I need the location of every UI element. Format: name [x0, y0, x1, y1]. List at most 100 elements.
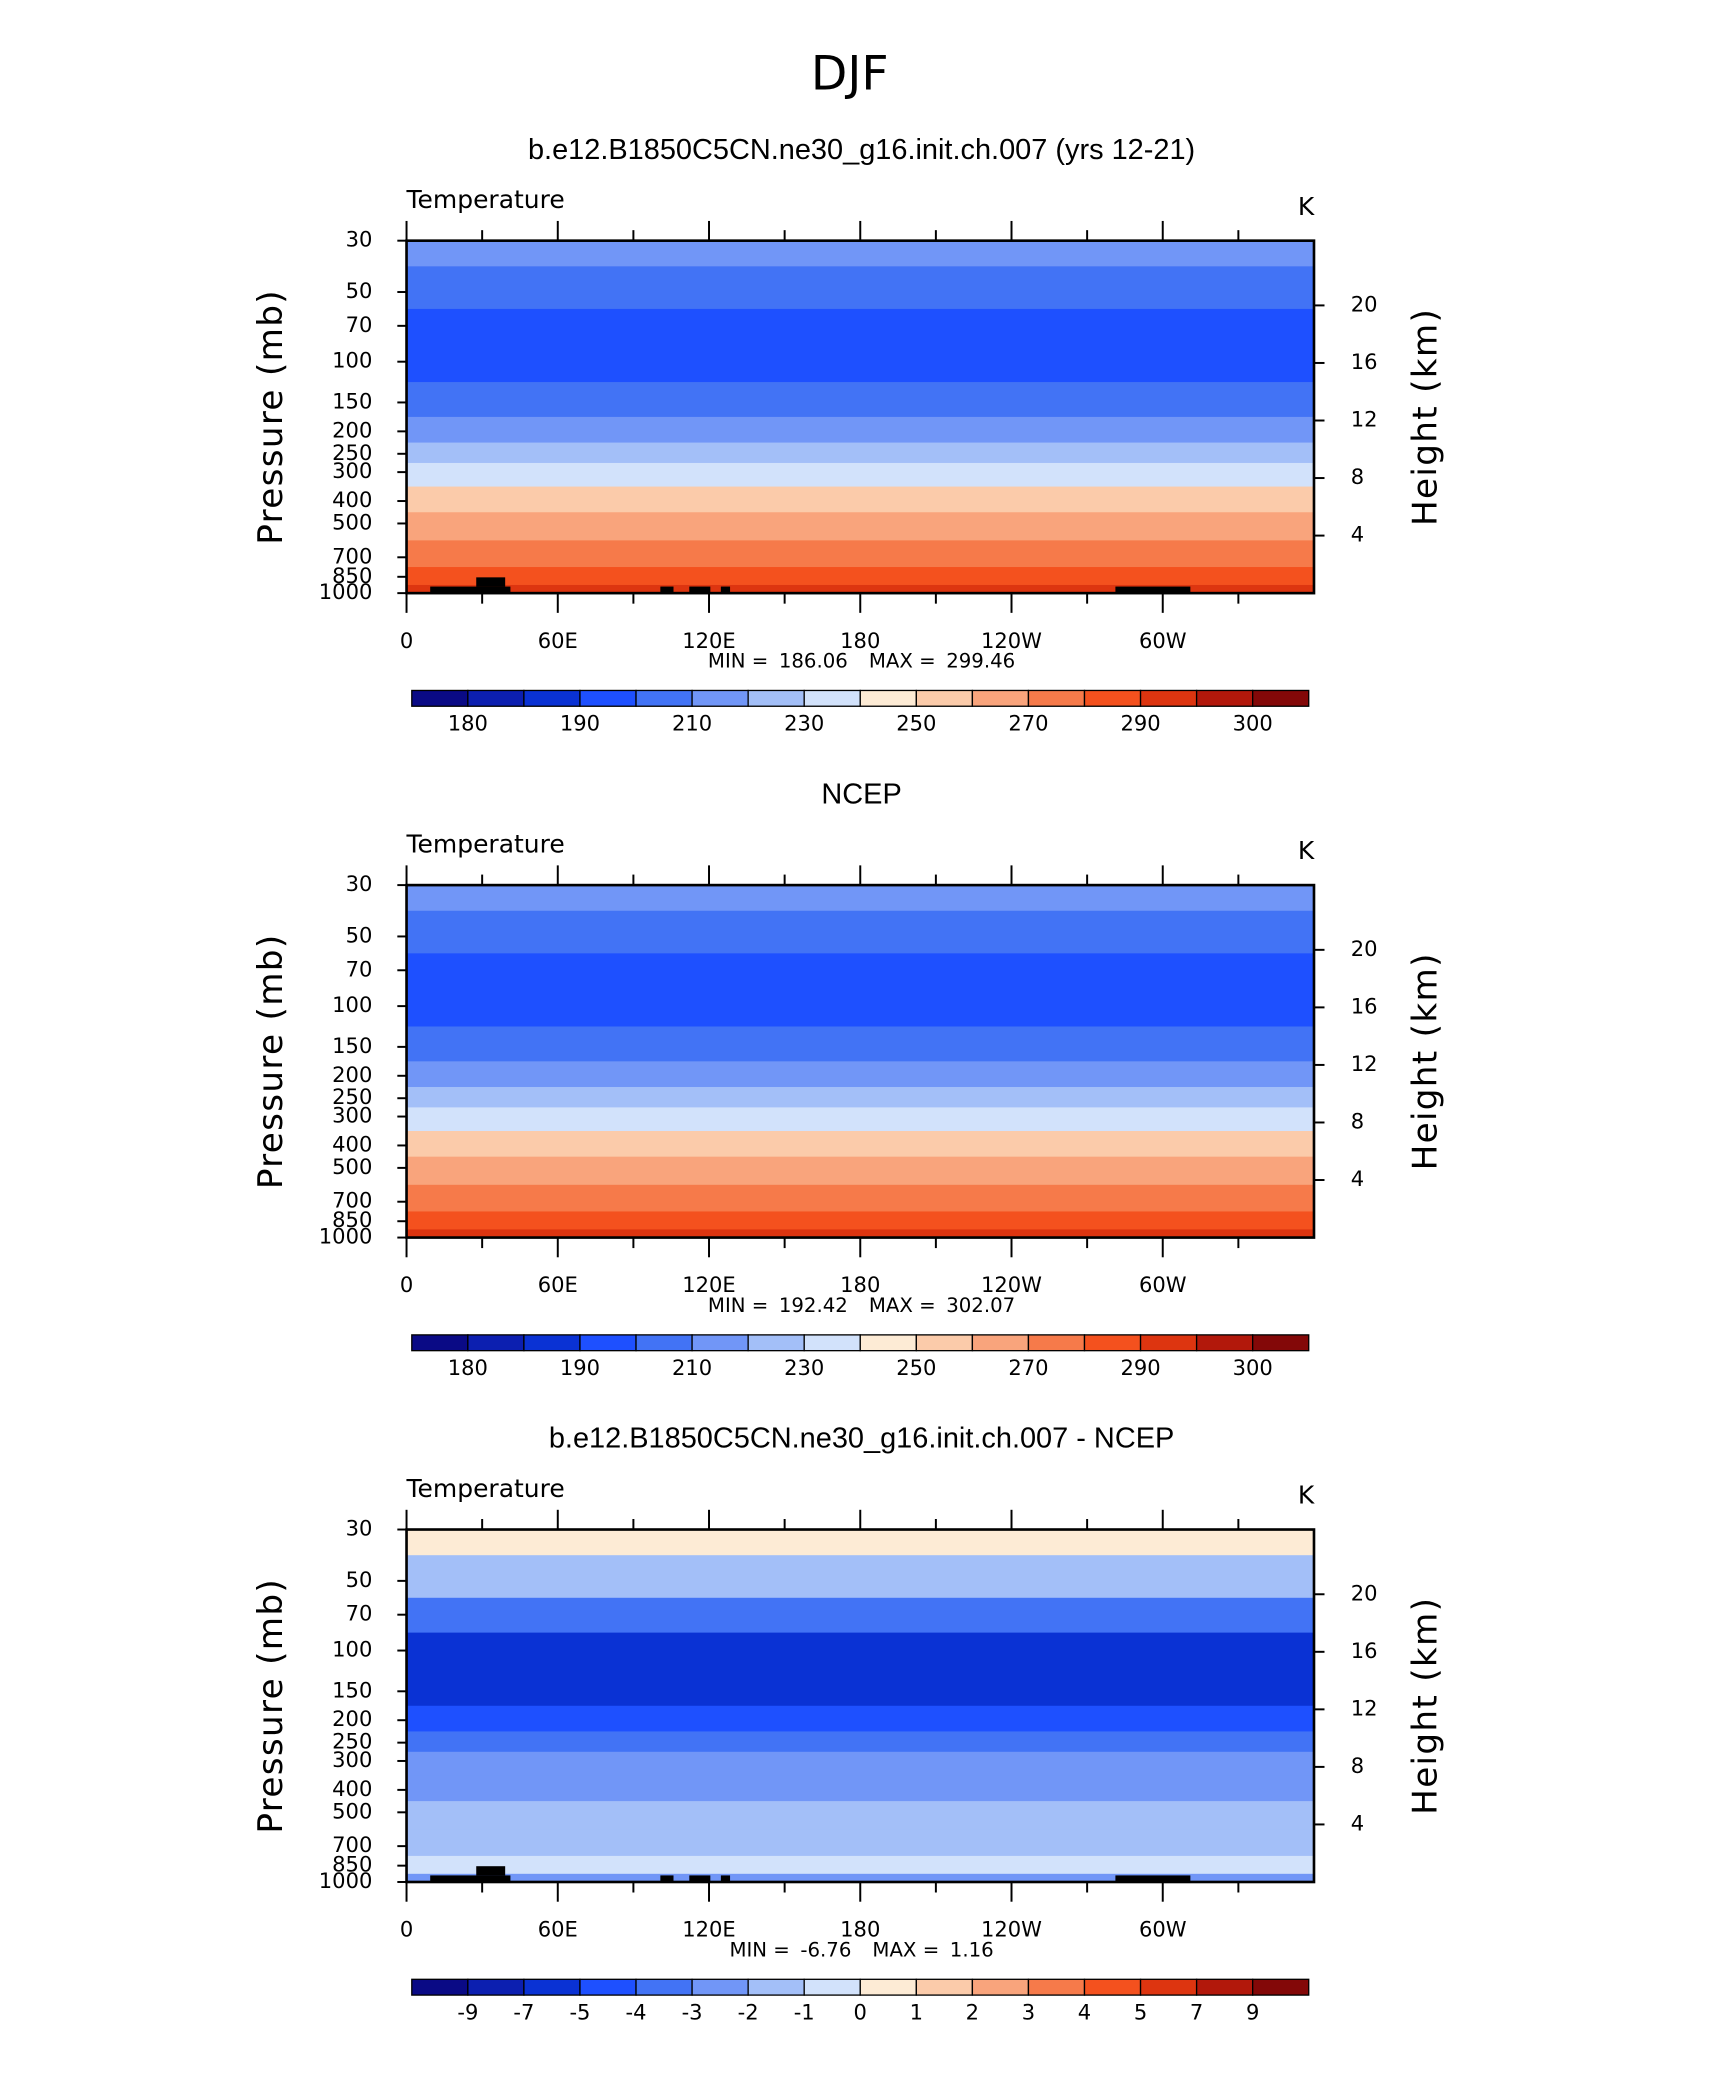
- y-tick-label: 50: [346, 278, 373, 303]
- colorbar-label: 250: [896, 1355, 936, 1380]
- variable-label: Temperature: [406, 830, 565, 859]
- colorbar-box: [803, 1978, 861, 1996]
- y2-tick-label: 12: [1351, 407, 1378, 432]
- contour-band: [406, 1801, 1314, 1830]
- colorbar-box: [915, 1334, 974, 1352]
- topography: [430, 586, 511, 594]
- y-tick-label: 70: [346, 312, 373, 337]
- x-tick-label: 60W: [1139, 1272, 1187, 1297]
- y2-tick-label: 16: [1351, 349, 1378, 374]
- colorbar-box: [747, 689, 805, 707]
- topography: [660, 586, 674, 594]
- colorbar-label: 250: [896, 711, 936, 736]
- y2-tick-label: 12: [1351, 1051, 1378, 1076]
- colorbar-box: [1195, 1978, 1254, 1996]
- stats-max-label: MAX =: [872, 1938, 939, 1961]
- contour-band: [406, 486, 1314, 513]
- x-tick-label: 0: [400, 1272, 413, 1297]
- colorbar-box: [915, 1978, 974, 1996]
- y2-axis-label: Height (km): [1406, 952, 1446, 1170]
- colorbar-label: 0: [854, 2000, 867, 2025]
- y-tick-label: 400: [332, 1131, 372, 1156]
- y-tick-label: 500: [332, 1154, 372, 1179]
- panel-title: b.e12.B1850C5CN.ne30_g16.init.ch.007 - N…: [549, 1423, 1174, 1455]
- contour-band: [406, 442, 1314, 464]
- y2-tick-label: 4: [1351, 1810, 1364, 1835]
- contour-band: [406, 885, 1314, 912]
- contour-band: [406, 1705, 1314, 1733]
- colorbar-label: -9: [457, 2000, 478, 2025]
- x-tick-label: 60E: [538, 1272, 578, 1297]
- colorbar-box: [747, 1978, 805, 1996]
- colorbar-box: [411, 1334, 469, 1352]
- x-tick-label: 120W: [981, 1272, 1042, 1297]
- topography: [476, 577, 506, 587]
- contour-band: [406, 1873, 1314, 1883]
- y-axis-label: Pressure (mb): [251, 1578, 291, 1834]
- y-tick-label: 250: [332, 1084, 372, 1109]
- colorbar-box: [523, 1978, 581, 1996]
- y2-tick-label: 4: [1351, 522, 1364, 547]
- colorbar-box: [971, 689, 1030, 707]
- colorbar-label: 290: [1120, 1355, 1160, 1380]
- colorbar-box: [859, 1334, 917, 1352]
- y-tick-label: 50: [346, 1567, 373, 1592]
- contour-band: [406, 910, 1314, 955]
- contour-band: [406, 1597, 1314, 1634]
- stats-min: 192.42: [779, 1293, 848, 1316]
- y-tick-label: 250: [332, 1729, 372, 1754]
- colorbar-box: [971, 1978, 1030, 1996]
- x-tick-label: 120E: [682, 1272, 735, 1297]
- y2-tick-label: 12: [1351, 1695, 1378, 1720]
- colorbar-label: 1: [910, 2000, 923, 2025]
- contour-band: [406, 1731, 1314, 1753]
- contour-band: [406, 1184, 1314, 1213]
- contour-band: [406, 1855, 1314, 1875]
- colorbar-box: [523, 1334, 581, 1352]
- y2-tick-label: 4: [1351, 1166, 1364, 1191]
- colorbar-label: -3: [682, 2000, 703, 2025]
- y-tick-label: 850: [332, 563, 372, 588]
- colorbar-box: [1027, 689, 1086, 707]
- contour-band: [406, 988, 1314, 1028]
- y-tick-label: 200: [332, 1062, 372, 1087]
- y2-tick-label: 8: [1351, 1753, 1364, 1778]
- contour-band: [406, 266, 1314, 310]
- colorbar-box: [467, 689, 525, 707]
- topography: [476, 1866, 506, 1876]
- stats-max: 299.46: [946, 649, 1015, 672]
- y2-tick-label: 20: [1351, 936, 1378, 961]
- stats: MIN = 192.42 MAX = 302.07: [708, 1293, 1015, 1316]
- topography: [430, 1875, 511, 1882]
- colorbar-label: 210: [672, 1355, 712, 1380]
- colorbar-box: [803, 1334, 861, 1352]
- y2-axis-label: Height (km): [1406, 1597, 1446, 1815]
- colorbar-label: 3: [1022, 2000, 1035, 2025]
- contour-band: [406, 240, 1314, 268]
- contour-band: [406, 1156, 1314, 1186]
- contour-band: [406, 1555, 1314, 1599]
- colorbar-box: [1252, 689, 1310, 707]
- y-axis-label: Pressure (mb): [251, 934, 291, 1190]
- colorbar-label: 230: [784, 711, 824, 736]
- colorbar-box: [803, 689, 861, 707]
- y2-axis-label: Height (km): [1406, 308, 1446, 526]
- x-tick-label: 60W: [1139, 628, 1187, 653]
- contour-band: [406, 1026, 1314, 1062]
- units-label: K: [1298, 192, 1315, 221]
- contour-band: [406, 1775, 1314, 1802]
- colorbar-box: [467, 1978, 525, 1996]
- colorbar-box: [1252, 1334, 1310, 1352]
- y-tick-label: 100: [332, 348, 372, 373]
- contour-band: [406, 1529, 1314, 1556]
- colorbar-box: [1027, 1334, 1086, 1352]
- x-tick-label: 120W: [981, 628, 1042, 653]
- x-tick-label: 120W: [981, 1917, 1042, 1942]
- y-tick-label: 500: [332, 1798, 372, 1823]
- colorbar-box: [1083, 1978, 1142, 1996]
- variable-label: Temperature: [406, 1474, 565, 1503]
- y-tick-label: 150: [332, 1033, 372, 1058]
- contour-band: [406, 1107, 1314, 1132]
- y-tick-label: 150: [332, 388, 372, 413]
- colorbar-label: 7: [1190, 2000, 1203, 2025]
